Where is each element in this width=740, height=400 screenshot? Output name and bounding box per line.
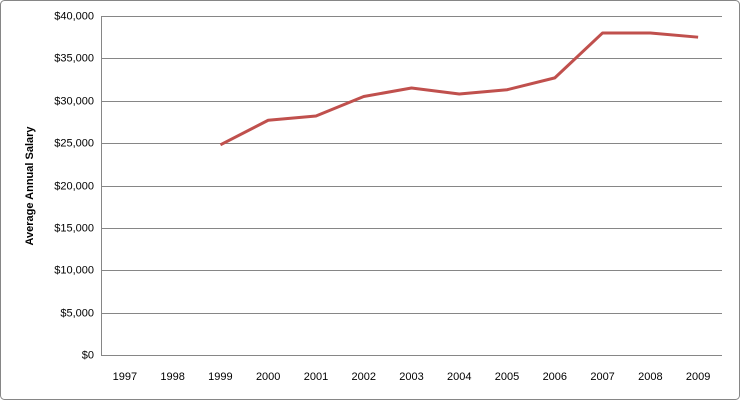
x-tick-label: 2008 bbox=[638, 371, 662, 383]
x-tick-label: 2004 bbox=[447, 371, 471, 383]
y-axis-label: Average Annual Salary bbox=[24, 126, 36, 246]
y-tick-label: $5,000 bbox=[60, 307, 94, 319]
x-tick-label: 1997 bbox=[113, 371, 137, 383]
y-tick-label: $20,000 bbox=[54, 180, 94, 192]
y-tick-label: $0 bbox=[82, 349, 94, 361]
y-tick-label: $15,000 bbox=[54, 222, 94, 234]
x-tick-label: 2000 bbox=[256, 371, 280, 383]
x-tick-label: 2002 bbox=[351, 371, 375, 383]
x-tick-label: 2007 bbox=[590, 371, 614, 383]
y-tick-label: $40,000 bbox=[54, 10, 94, 22]
x-tick-label: 2005 bbox=[495, 371, 519, 383]
x-tick-label: 2006 bbox=[543, 371, 567, 383]
x-tick-label: 1999 bbox=[208, 371, 232, 383]
x-tick-label: 2003 bbox=[399, 371, 423, 383]
data-line bbox=[219, 31, 699, 147]
y-tick-label: $25,000 bbox=[54, 137, 94, 149]
x-tick-label: 1998 bbox=[160, 371, 184, 383]
x-tick-label: 2009 bbox=[686, 371, 710, 383]
y-tick-label: $30,000 bbox=[54, 95, 94, 107]
y-tick-label: $10,000 bbox=[54, 264, 94, 276]
x-tick-label: 2001 bbox=[304, 371, 328, 383]
y-tick-label: $35,000 bbox=[54, 52, 94, 64]
